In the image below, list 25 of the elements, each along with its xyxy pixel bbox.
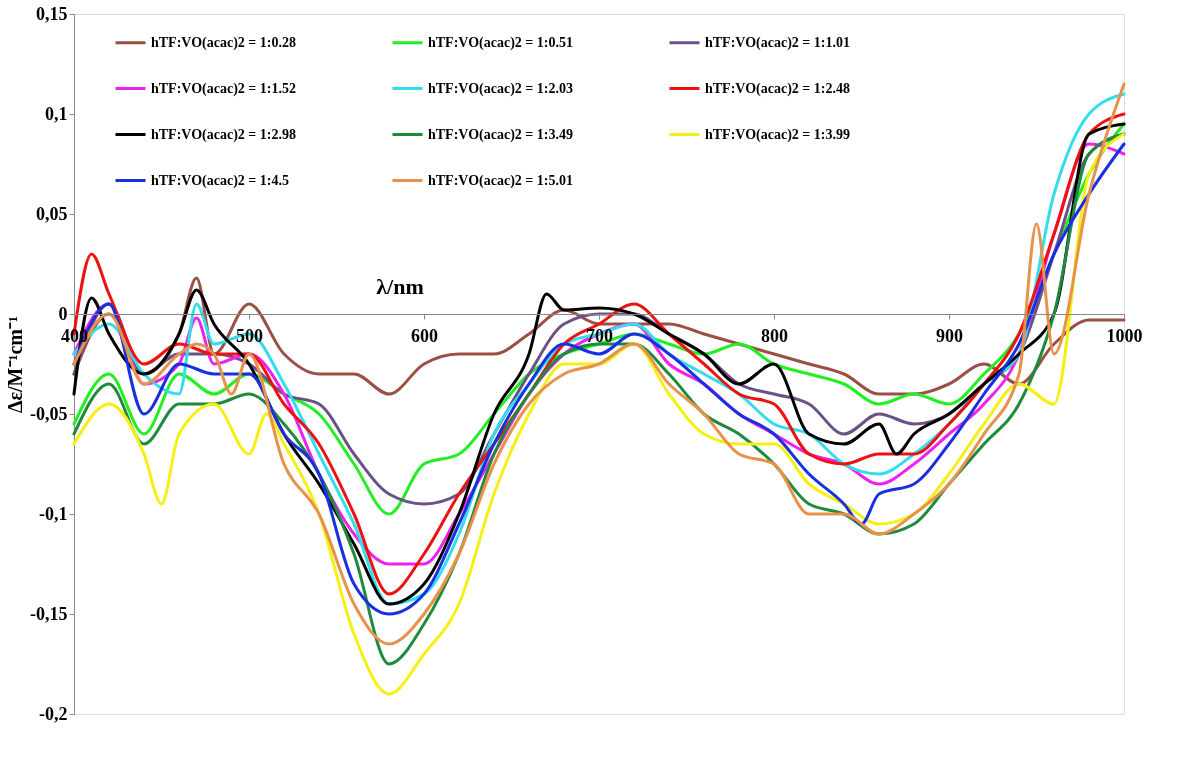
legend-label: hTF:VO(acac)2 = 1:0.28	[151, 34, 296, 51]
legend-label: hTF:VO(acac)2 = 1:3.99	[705, 126, 850, 143]
legend-label: hTF:VO(acac)2 = 1:2.48	[705, 80, 850, 97]
legend-label: hTF:VO(acac)2 = 1:5.01	[428, 172, 573, 189]
y-tick-label: 0,05	[36, 203, 68, 224]
y-tick-label: -0,1	[39, 503, 68, 524]
legend-label: hTF:VO(acac)2 = 1:4.5	[151, 172, 289, 189]
y-tick-label: -0,05	[30, 403, 68, 424]
x-tick-label: 900	[936, 325, 963, 346]
legend-label: hTF:VO(acac)2 = 1:2.98	[151, 126, 296, 143]
legend-label: hTF:VO(acac)2 = 1:2.03	[428, 80, 573, 97]
x-axis-title: λ/nm	[376, 273, 424, 299]
x-tick-label: 600	[411, 325, 438, 346]
y-tick-label: 0	[58, 303, 68, 324]
legend-label: hTF:VO(acac)2 = 1:1.01	[705, 34, 850, 51]
legend-label: hTF:VO(acac)2 = 1:0.51	[428, 34, 573, 51]
y-tick-label: -0,15	[30, 603, 68, 624]
y-axis-title: Δε/M⁻¹cm⁻¹	[4, 315, 27, 414]
y-tick-label: 0,1	[45, 103, 68, 124]
x-tick-label: 800	[761, 325, 788, 346]
legend-label: hTF:VO(acac)2 = 1:3.49	[428, 126, 573, 143]
x-tick-label: 1000	[1106, 325, 1143, 346]
y-tick-label: 0,15	[36, 3, 68, 24]
legend-label: hTF:VO(acac)2 = 1:1.52	[151, 80, 296, 97]
y-tick-label: -0,2	[39, 703, 68, 724]
